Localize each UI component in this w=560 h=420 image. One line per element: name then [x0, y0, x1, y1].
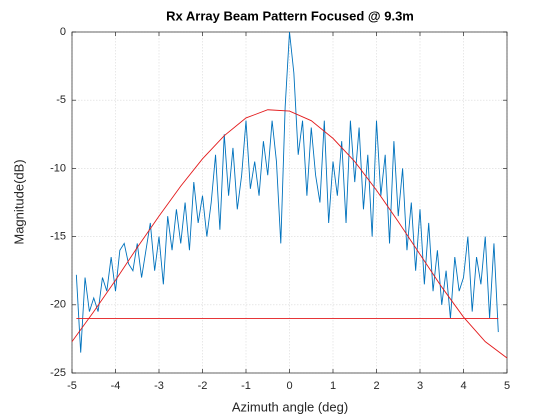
- x-tick-label: 2: [373, 380, 379, 392]
- y-tick-label: 0: [60, 26, 66, 38]
- chart-title: Rx Array Beam Pattern Focused @ 9.3m: [166, 8, 414, 23]
- x-tick-label: 3: [417, 380, 423, 392]
- series-line: [75, 31, 499, 353]
- x-tick-label: -1: [241, 380, 251, 392]
- x-tick-label: 4: [460, 380, 466, 392]
- x-tick-label: -5: [67, 380, 77, 392]
- x-tick-label: -3: [154, 380, 164, 392]
- series-line: [71, 109, 508, 359]
- y-tick-label: -25: [50, 367, 66, 379]
- x-tick-label: 0: [286, 380, 292, 392]
- x-tick-label: 1: [330, 380, 336, 392]
- x-axis-label: Azimuth angle (deg): [232, 399, 348, 414]
- y-tick-label: -15: [50, 231, 66, 243]
- x-tick-label: -4: [111, 380, 121, 392]
- y-tick-label: -20: [50, 299, 66, 311]
- y-tick-label: -5: [56, 94, 66, 106]
- y-tick-label: -10: [50, 162, 66, 174]
- y-axis-label: Magnitude(dB): [11, 159, 26, 244]
- x-tick-label: -2: [198, 380, 208, 392]
- x-tick-label: 5: [504, 380, 510, 392]
